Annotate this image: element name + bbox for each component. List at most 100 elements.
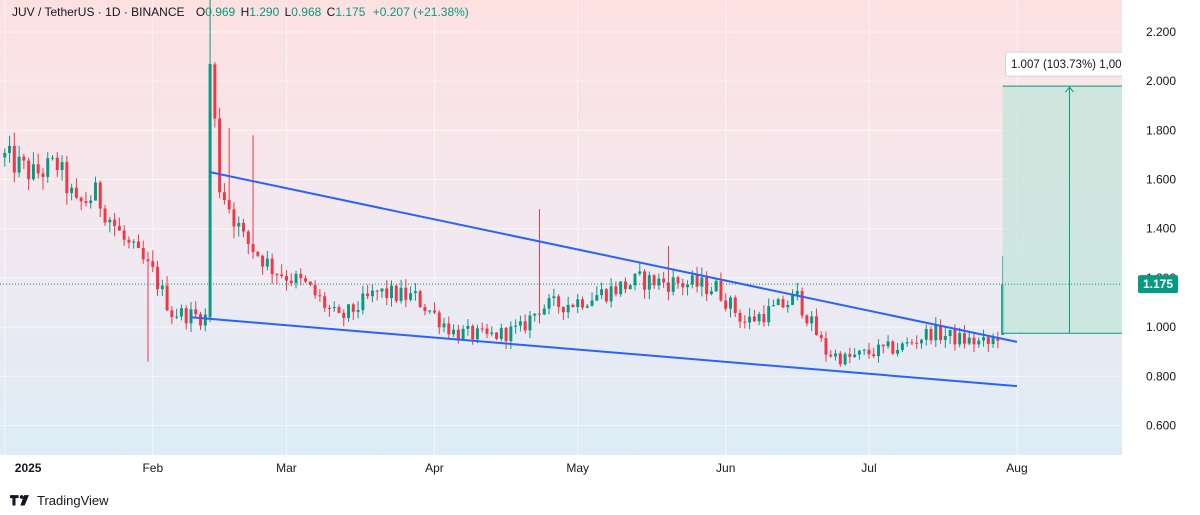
trendline-lower[interactable] xyxy=(190,316,1018,388)
candle-body xyxy=(456,329,460,340)
candle-body xyxy=(366,293,370,297)
candle-body xyxy=(829,354,833,357)
candle-body xyxy=(213,64,217,119)
candle-body xyxy=(877,344,880,357)
candle-body xyxy=(919,339,923,344)
candle-body xyxy=(561,306,565,313)
candle-body xyxy=(566,304,570,313)
candle-body xyxy=(442,323,446,328)
candle-body xyxy=(327,307,331,309)
candle-body xyxy=(709,291,713,295)
candle-body xyxy=(576,299,580,307)
candle-body xyxy=(819,335,823,339)
candle-body xyxy=(318,295,322,297)
candle-body xyxy=(261,255,265,267)
candle-body xyxy=(939,325,943,340)
candle-body xyxy=(862,349,866,351)
candle-body xyxy=(643,271,647,290)
candle-body xyxy=(943,336,947,340)
candle-body xyxy=(485,328,489,334)
price-range-measure[interactable]: 1.007 (103.73%) 1,007 xyxy=(1002,51,1134,334)
candle-body xyxy=(757,314,761,322)
candle-body xyxy=(705,277,709,295)
candle-body xyxy=(22,156,26,161)
open-label: O xyxy=(195,5,206,19)
candle-body xyxy=(681,283,685,288)
candle-body xyxy=(394,285,398,301)
tradingview-logo-icon xyxy=(10,495,29,506)
candle-body xyxy=(12,145,16,173)
price-tick-label: 1.800 xyxy=(1146,123,1176,137)
candle-body xyxy=(170,310,174,318)
high-label: H xyxy=(240,5,250,19)
price-tick-label: 1.600 xyxy=(1146,173,1176,187)
candle-body xyxy=(189,309,193,324)
candle-body xyxy=(834,353,838,357)
candle-body xyxy=(514,325,518,327)
candle-body xyxy=(404,287,408,300)
candle-body xyxy=(342,312,346,319)
price-axis-background xyxy=(1122,0,1200,455)
candle-body xyxy=(194,309,198,315)
candle-body xyxy=(375,290,379,292)
candle-body xyxy=(284,276,288,281)
trendline-upper[interactable] xyxy=(209,171,1018,343)
candle-body xyxy=(418,291,422,308)
candle-body xyxy=(51,157,54,159)
candle-body xyxy=(991,337,995,344)
candle-body xyxy=(337,307,341,313)
candle-body xyxy=(614,286,618,295)
candle-body xyxy=(74,187,78,198)
candle-body xyxy=(122,230,126,240)
candle-body xyxy=(628,285,632,290)
candle-body xyxy=(581,299,584,308)
candle-body xyxy=(752,316,756,322)
price-axis[interactable]: 2.2002.0001.8001.6001.4001.2001.0000.800… xyxy=(1122,0,1200,455)
footer-brand[interactable]: TradingView xyxy=(10,491,109,509)
candle-body xyxy=(475,328,479,340)
candle-body xyxy=(113,219,117,226)
candle-body xyxy=(633,273,637,286)
candle-body xyxy=(308,281,312,285)
measure-box[interactable] xyxy=(1002,86,1127,334)
candle-body xyxy=(585,305,589,308)
candle-body xyxy=(447,323,451,335)
candle-body xyxy=(332,307,336,309)
candle-body xyxy=(771,305,775,307)
candle-body xyxy=(571,304,575,307)
candle-body xyxy=(94,182,97,201)
time-axis[interactable]: 2025 Feb Mar Apr May Jun Jul Aug xyxy=(0,455,1200,483)
candle-body xyxy=(886,341,890,347)
candle-body xyxy=(36,164,40,174)
candle-body xyxy=(686,284,690,288)
candle-body xyxy=(132,241,136,243)
candle-body xyxy=(385,288,389,299)
candle-body xyxy=(557,296,561,307)
candle-body xyxy=(423,307,427,311)
candle-body xyxy=(800,291,804,316)
candle-body xyxy=(638,271,642,274)
candle-body xyxy=(323,296,327,308)
candle-body xyxy=(748,316,752,323)
candle-body xyxy=(55,157,59,170)
candle-body xyxy=(843,353,847,365)
symbol-label[interactable]: JUV / TetherUS · 1D · BINANCE xyxy=(12,5,185,19)
candle-body xyxy=(714,280,718,292)
candle-body xyxy=(853,354,857,357)
candle-body xyxy=(724,300,728,309)
candle-body xyxy=(810,316,814,324)
candle-body xyxy=(270,258,274,275)
candle-body xyxy=(103,208,107,223)
price-tick-label: 1.400 xyxy=(1146,222,1176,236)
candle-body xyxy=(934,325,938,341)
candle-body xyxy=(528,315,532,331)
candle-body xyxy=(160,285,164,290)
candle-body xyxy=(3,152,7,158)
candle-body xyxy=(203,314,207,326)
open-value: 0.969 xyxy=(205,5,236,19)
trendlines[interactable] xyxy=(190,171,1018,388)
candle-body xyxy=(8,145,12,153)
candle-body xyxy=(896,349,900,354)
candle-body xyxy=(986,337,990,344)
